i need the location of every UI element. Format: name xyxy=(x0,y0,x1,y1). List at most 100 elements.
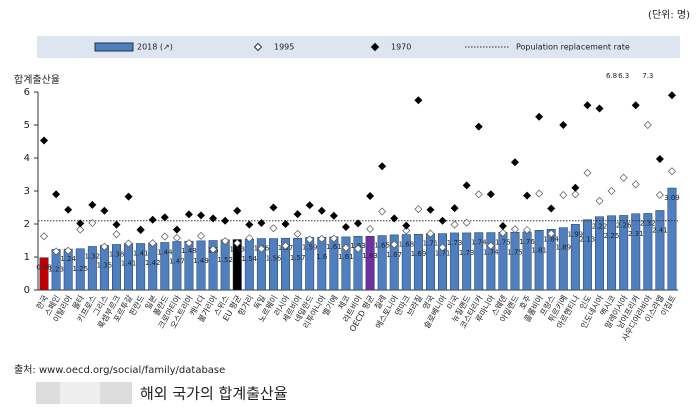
marker-1995 xyxy=(462,218,471,227)
bar xyxy=(353,235,363,291)
value-label: 1.76 xyxy=(519,238,535,246)
marker-1995 xyxy=(52,247,61,256)
marker-1970 xyxy=(655,154,664,163)
marker-1995 xyxy=(390,240,399,249)
value-label: 7.3 xyxy=(642,72,653,80)
marker-1970 xyxy=(76,219,85,228)
marker-1995 xyxy=(486,241,495,250)
value-label: 1.44 xyxy=(157,248,173,256)
bar xyxy=(667,187,677,291)
bar xyxy=(631,213,641,291)
bar xyxy=(75,248,85,291)
marker-1970 xyxy=(40,136,49,145)
bar xyxy=(655,210,665,291)
marker-1995 xyxy=(184,239,193,248)
value-label: 1.61 xyxy=(338,253,354,261)
y-tick-label: 3 xyxy=(24,186,30,197)
marker-1995 xyxy=(245,234,254,243)
marker-1970 xyxy=(148,215,157,224)
y-tick-label: 1 xyxy=(24,252,30,263)
value-label: 1.74 xyxy=(471,239,487,247)
marker-1970 xyxy=(535,112,544,121)
marker-1995 xyxy=(317,234,326,243)
bar xyxy=(474,232,484,291)
value-label: 2.13 xyxy=(580,236,596,244)
value-label: 3.09 xyxy=(664,194,680,202)
legend-label: 1970 xyxy=(391,43,411,52)
marker-1970 xyxy=(462,181,471,190)
marker-1970 xyxy=(414,96,423,105)
marker-1970 xyxy=(100,206,109,215)
marker-1970 xyxy=(559,121,568,129)
marker-1995 xyxy=(547,229,556,238)
marker-1995 xyxy=(160,232,169,241)
legend-box xyxy=(37,36,680,58)
marker-1995 xyxy=(498,228,507,237)
bar xyxy=(160,242,170,291)
marker-1970 xyxy=(547,204,556,213)
value-label: 1.23 xyxy=(48,265,64,273)
bar xyxy=(438,233,448,291)
legend-marker xyxy=(253,42,263,52)
value-label: 1.69 xyxy=(411,250,427,258)
marker-1995 xyxy=(414,205,423,214)
marker-1995 xyxy=(643,121,652,129)
marker-1995 xyxy=(269,224,278,233)
marker-1995 xyxy=(438,243,447,252)
value-label: 1.61 xyxy=(326,243,342,251)
marker-1995 xyxy=(293,229,302,238)
y-tick-label: 0 xyxy=(24,285,30,296)
marker-1970 xyxy=(281,220,290,228)
marker-1995 xyxy=(571,190,580,199)
marker-1970 xyxy=(608,62,615,69)
marker-1995 xyxy=(523,225,532,234)
marker-1970 xyxy=(438,216,447,225)
value-label: 1.42 xyxy=(145,259,161,267)
marker-1995 xyxy=(305,235,314,244)
value-label: 2.25 xyxy=(604,232,620,240)
marker-1995 xyxy=(631,180,640,189)
marker-1970 xyxy=(112,220,121,229)
value-label: 1.59 xyxy=(302,244,318,252)
marker-1970 xyxy=(486,190,495,199)
bar xyxy=(244,238,254,291)
marker-1970 xyxy=(378,162,387,171)
value-label: 1.71 xyxy=(435,250,451,258)
marker-1995 xyxy=(233,239,242,248)
marker-1970 xyxy=(88,200,97,209)
value-label: 1.49 xyxy=(193,257,209,265)
marker-1995 xyxy=(197,231,206,240)
bar xyxy=(196,240,206,291)
bar xyxy=(293,237,303,291)
value-label: 1.99 xyxy=(568,230,584,238)
y-tick-label: 6 xyxy=(24,87,30,98)
value-label: 6.3 xyxy=(618,72,629,80)
marker-1970 xyxy=(136,225,145,234)
marker-1995 xyxy=(450,220,459,229)
marker-1970 xyxy=(595,104,604,113)
value-label: 2.41 xyxy=(652,226,668,234)
bar xyxy=(256,238,266,291)
marker-1995 xyxy=(40,232,49,241)
value-label: 1.24 xyxy=(60,255,76,263)
marker-1970 xyxy=(510,158,519,167)
marker-1995 xyxy=(329,234,338,243)
marker-1995 xyxy=(124,239,133,248)
value-label: 1.74 xyxy=(483,249,499,257)
value-label: 1.38 xyxy=(109,250,125,258)
value-label: 1.25 xyxy=(72,265,88,273)
marker-1970 xyxy=(631,101,640,110)
caption: 해외 국가의 합계출산율 xyxy=(140,385,288,403)
y-tick-label: 5 xyxy=(24,120,30,131)
marker-1970 xyxy=(354,219,362,228)
bar xyxy=(172,241,182,291)
marker-1995 xyxy=(510,225,519,234)
marker-1995 xyxy=(607,187,616,195)
bar xyxy=(377,235,387,291)
value-label: 1.6 xyxy=(316,253,328,261)
bar xyxy=(268,238,278,291)
marker-1995 xyxy=(354,244,362,253)
marker-1970 xyxy=(197,211,206,220)
marker-1970 xyxy=(426,205,435,214)
value-label: 1.54 xyxy=(242,255,258,263)
